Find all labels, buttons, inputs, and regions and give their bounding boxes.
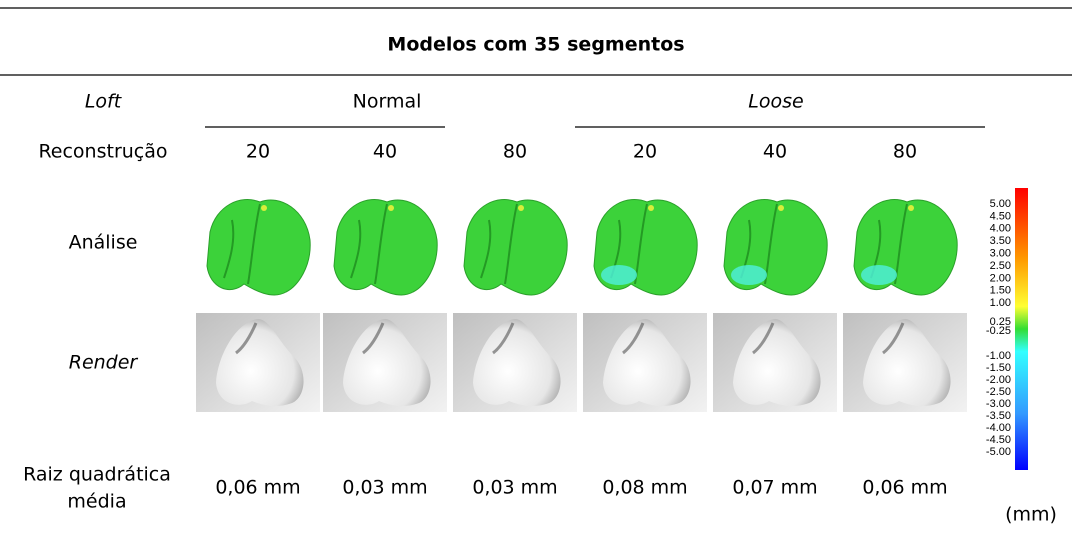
rms-value: 0,03 mm <box>472 477 557 499</box>
row-label: Loft <box>85 91 123 113</box>
analysis-image <box>464 200 567 295</box>
scale-label: -1.50 <box>986 362 1011 374</box>
column-label: 40 <box>763 141 787 163</box>
figure: Modelos com 35 segmentos Loft Reconstruç… <box>0 0 1072 542</box>
column-label: 80 <box>893 141 917 163</box>
scale-label: -2.50 <box>986 386 1011 398</box>
scale-label: 4.00 <box>990 223 1011 235</box>
column-label: 80 <box>503 141 527 163</box>
analysis-image <box>334 200 437 295</box>
deviation-patch <box>861 265 897 285</box>
highlight <box>648 205 654 211</box>
title: Modelos com 35 segmentos <box>387 34 684 56</box>
row-label: Reconstrução <box>38 141 167 163</box>
column-label: 20 <box>633 141 657 163</box>
scale-label: 1.50 <box>990 285 1011 297</box>
rms-value: 0,03 mm <box>342 477 427 499</box>
highlight <box>518 205 524 211</box>
scale-label: 4.50 <box>990 210 1011 222</box>
analysis-image <box>594 200 697 295</box>
deviation-patch <box>731 265 767 285</box>
scale-label: -5.00 <box>986 446 1011 458</box>
column-label: 20 <box>246 141 270 163</box>
row-label: média <box>67 491 126 513</box>
scale-label: 3.00 <box>990 248 1011 260</box>
analysis-image <box>207 200 310 295</box>
highlight <box>261 205 267 211</box>
color-bar <box>1015 188 1028 470</box>
group-label: Normal <box>353 91 422 113</box>
render-image <box>583 313 707 412</box>
scale-label: -4.50 <box>986 434 1011 446</box>
scale-label: -3.00 <box>986 398 1011 410</box>
highlight <box>908 205 914 211</box>
scale-label: -1.00 <box>986 350 1011 362</box>
row-label: Render <box>69 352 139 374</box>
scale-unit: (mm) <box>1005 504 1057 526</box>
render-image <box>713 313 837 412</box>
deviation-patch <box>601 265 637 285</box>
highlight <box>388 205 394 211</box>
render-image <box>323 313 447 412</box>
scale-label: 2.50 <box>990 260 1011 272</box>
column-label: 40 <box>373 141 397 163</box>
scale-label: -0.25 <box>986 325 1011 337</box>
scale-label: 2.00 <box>990 272 1011 284</box>
rms-value: 0,06 mm <box>215 477 300 499</box>
analysis-image <box>724 200 827 295</box>
rms-value: 0,06 mm <box>862 477 947 499</box>
render-image <box>843 313 967 412</box>
rms-value: 0,08 mm <box>602 477 687 499</box>
row-label: Raiz quadrática <box>23 464 171 486</box>
highlight <box>778 205 784 211</box>
render-image <box>196 313 320 412</box>
group-label: Loose <box>748 91 803 113</box>
row-label: Análise <box>69 232 138 254</box>
analysis-image <box>854 200 957 295</box>
scale-label: -2.00 <box>986 374 1011 386</box>
render-image <box>453 313 577 412</box>
scale-label: 5.00 <box>990 198 1011 210</box>
rms-value: 0,07 mm <box>732 477 817 499</box>
scale-label: 3.50 <box>990 235 1011 247</box>
scale-label: 1.00 <box>990 297 1011 309</box>
scale-label: -3.50 <box>986 410 1011 422</box>
scale-label: -4.00 <box>986 422 1011 434</box>
